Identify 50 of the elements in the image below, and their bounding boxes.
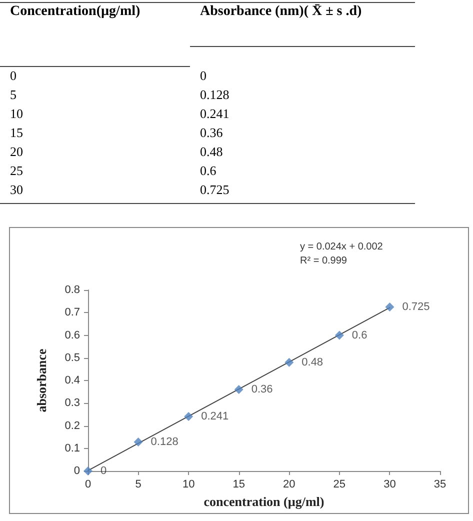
text: 0.36	[200, 125, 223, 140]
data-label: 0.6	[352, 329, 368, 342]
data-label: 0.725	[402, 300, 430, 313]
y-tick-label: 0.8	[64, 284, 80, 296]
point	[385, 302, 394, 312]
y-tick-label: 0	[74, 465, 80, 477]
text: Concentration(µg/ml)	[10, 4, 140, 20]
data-label: 0.36	[251, 384, 273, 396]
y-tick-label: 0.7	[64, 306, 80, 319]
y-tick-label: 0.4	[64, 374, 80, 386]
text: 0.48	[200, 144, 223, 159]
data-label: 0.241	[201, 410, 229, 422]
y-tick-label: 0.6	[64, 329, 80, 342]
point	[334, 330, 344, 340]
text: 0.128	[200, 87, 230, 102]
point	[184, 412, 194, 421]
data-label: 0.48	[302, 356, 324, 368]
y-tick-label: 0.5	[64, 352, 80, 364]
text: Absorbance (nm)( X̄ ± s .d)	[200, 4, 362, 20]
x-axis-title: concentration (µg/ml)	[204, 494, 324, 509]
y-tick-label: 0.1	[64, 442, 80, 454]
text: y = 0.024x + 0.002	[300, 242, 384, 252]
text: 15	[10, 125, 23, 141]
x-tick-label: 10	[182, 478, 195, 490]
x-tick-label: 30	[384, 478, 396, 490]
text: 25	[10, 163, 23, 179]
text: 30	[10, 182, 23, 198]
point	[134, 438, 143, 447]
point	[284, 358, 294, 367]
text: 20	[10, 144, 23, 160]
text: 10	[10, 106, 23, 122]
x-tick-label: 25	[333, 478, 346, 490]
x-tick-label: 15	[232, 478, 245, 490]
point	[234, 385, 244, 394]
x-tick-label: 5	[135, 478, 142, 490]
text: 0.6	[200, 163, 216, 178]
text: 0	[10, 68, 16, 83]
y-tick-label: 0.2	[64, 420, 80, 432]
text: 0.725	[200, 182, 230, 197]
point	[84, 466, 92, 476]
text: 0	[200, 68, 206, 84]
text: R² = 0.999	[300, 256, 348, 266]
text: 0.241	[200, 106, 230, 121]
x-tick-label: 0	[84, 478, 92, 490]
x-tick-label: 35	[434, 478, 446, 490]
y-tick-label: 0.3	[64, 397, 80, 410]
x-tick-label: 20	[283, 478, 296, 490]
y-axis-title: absorbance	[34, 348, 49, 412]
data-label: 0.128	[150, 436, 178, 448]
text: 5	[10, 87, 16, 103]
